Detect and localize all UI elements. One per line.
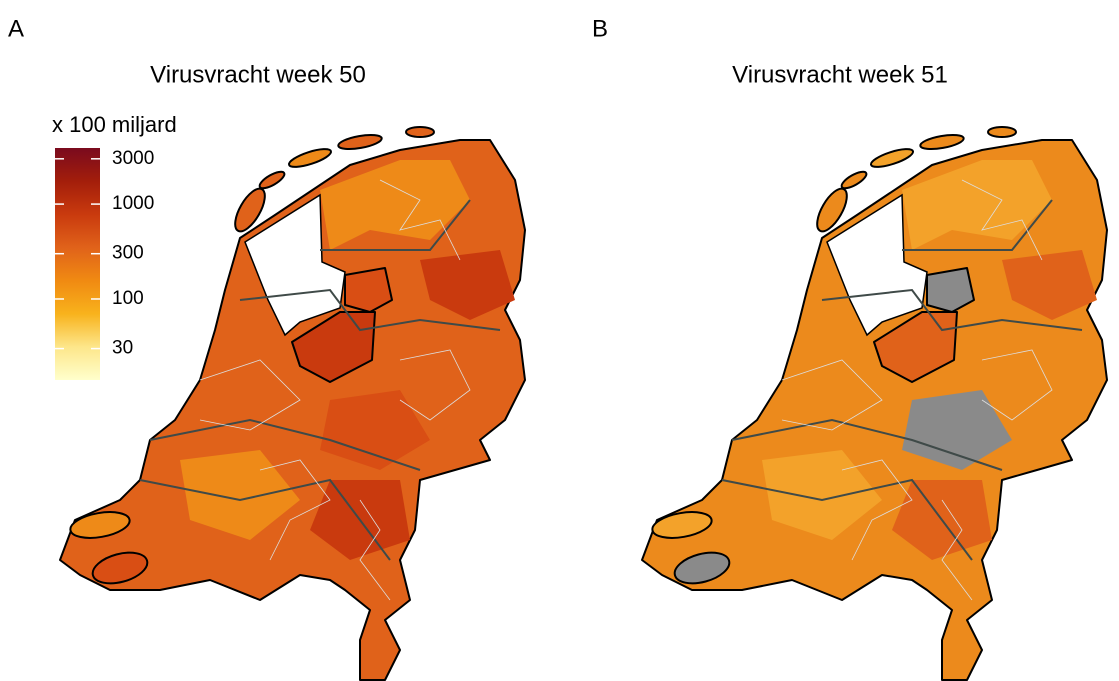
panel-label: A (8, 15, 24, 42)
legend-title: x 100 miljard (52, 112, 177, 137)
legend-tick-label: 100 (112, 288, 144, 309)
legend-tick-label: 3000 (112, 148, 154, 169)
legend-tick-label: 1000 (112, 193, 154, 214)
panel-label: B (592, 15, 608, 42)
map-b (641, 126, 1108, 681)
legend-colorbar (55, 148, 100, 380)
legend-tick-label: 300 (112, 243, 144, 264)
panel-title: Virusvracht week 50 (150, 61, 366, 88)
panel-title: Virusvracht week 51 (732, 61, 948, 88)
legend-tick-label: 30 (112, 338, 133, 359)
